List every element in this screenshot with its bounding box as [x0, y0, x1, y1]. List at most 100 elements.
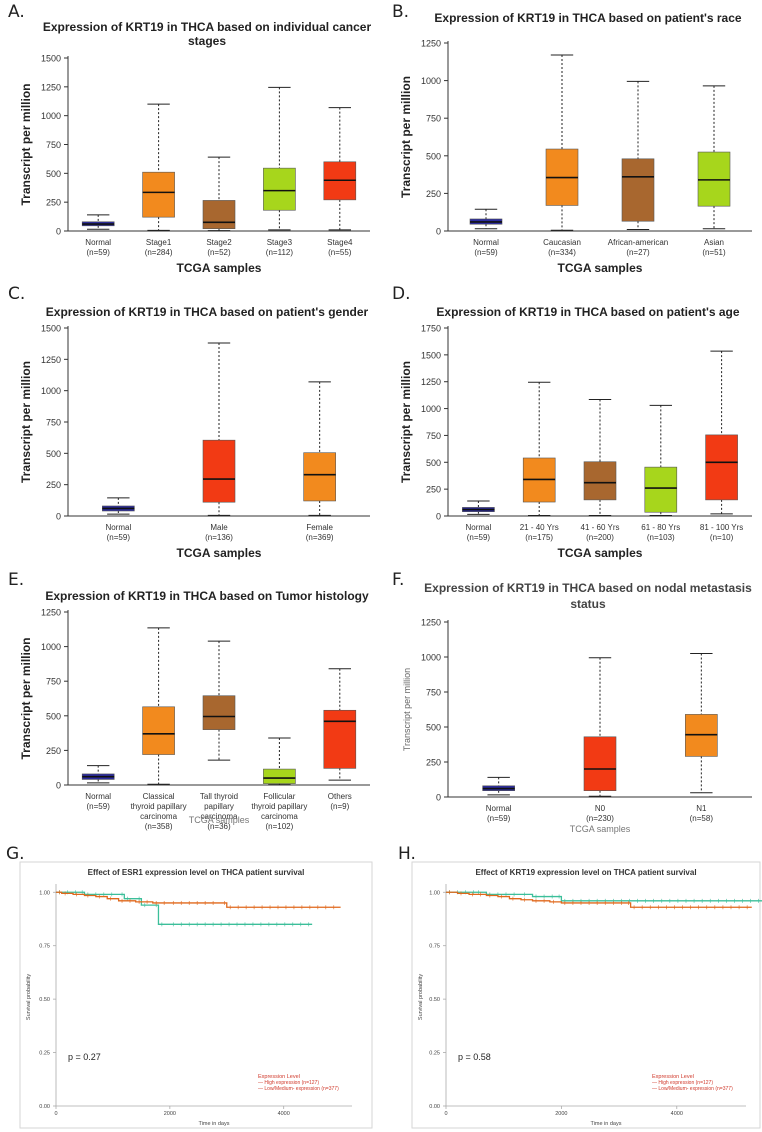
- y-tick-label: 250: [46, 198, 61, 208]
- category-label: Female: [306, 523, 333, 532]
- boxplot-panel-0: Expression of KRT19 in THCA based on ind…: [19, 20, 371, 275]
- y-tick-label: 250: [46, 746, 61, 756]
- category-count: (n=284): [145, 248, 173, 257]
- box-iqr: [705, 434, 738, 501]
- box-normal: Normal(n=59): [102, 497, 135, 542]
- box-iqr: [583, 736, 617, 791]
- category-label: carcinoma: [140, 812, 177, 821]
- km-x-tick-label: 0: [54, 1111, 57, 1117]
- category-label: Caucasian: [543, 238, 581, 247]
- box-asian: Asian(n=51): [697, 85, 731, 257]
- box-male: Male(n=136): [202, 342, 236, 542]
- category-count: (n=334): [548, 248, 576, 257]
- category-label: Normal: [105, 523, 131, 532]
- km-x-tick-label: 0: [444, 1111, 447, 1117]
- chart-title: Expression of KRT19 in THCA based on Tum…: [45, 589, 369, 603]
- y-axis-label: Transcript per million: [399, 361, 413, 483]
- box-iqr: [202, 439, 236, 503]
- category-count: (n=136): [205, 533, 233, 542]
- category-count: (n=369): [306, 533, 334, 542]
- category-label: Tall thyroid: [200, 792, 238, 801]
- category-count: (n=51): [702, 248, 726, 257]
- category-label: African-american: [608, 238, 668, 247]
- category-count: (n=102): [266, 822, 294, 831]
- category-count: (n=230): [586, 814, 614, 823]
- km-x-tick-label: 4000: [278, 1111, 290, 1117]
- km-y-tick-label: 1.00: [39, 890, 50, 896]
- y-tick-label: 750: [426, 688, 441, 698]
- category-count: (n=59): [487, 814, 511, 823]
- y-tick-label: 1000: [41, 111, 61, 121]
- y-tick-label: 1250: [421, 618, 441, 628]
- km-curve-high: [446, 891, 762, 902]
- category-label: 61 - 80 Yrs: [641, 523, 680, 532]
- box-81-100-yrs: 81 - 100 Yrs(n=10): [700, 350, 743, 542]
- boxplot-panel-4: Expression of KRT19 in THCA based on Tum…: [19, 589, 370, 831]
- km-y-tick-label: 0.75: [39, 944, 50, 950]
- y-tick-label: 1000: [421, 404, 441, 414]
- km-y-tick-label: 0.50: [429, 997, 440, 1003]
- panel-label-b: B.: [392, 2, 410, 22]
- km-y-tick-label: 1.00: [429, 890, 440, 896]
- box-n1: N1(n=58): [685, 653, 718, 823]
- y-tick-label: 1250: [421, 377, 441, 387]
- category-label: 21 - 40 Yrs: [520, 523, 559, 532]
- y-axis-label: Transcript per million: [19, 83, 33, 205]
- x-axis-label: TCGA samples: [189, 815, 250, 825]
- km-legend-high: — High expression (n=127): [258, 1080, 319, 1086]
- y-tick-label: 1500: [41, 324, 61, 334]
- y-tick-label: 1750: [421, 324, 441, 334]
- x-axis-label: TCGA samples: [558, 546, 643, 560]
- y-tick-label: 1250: [41, 608, 61, 618]
- x-axis-label: TCGA samples: [570, 824, 631, 834]
- panel-label-c: C.: [8, 284, 26, 304]
- box-stage1: Stage1(n=284): [142, 103, 175, 257]
- y-tick-label: 750: [46, 140, 61, 150]
- chart-title: Expression of KRT19 in THCA based on ind…: [43, 20, 372, 34]
- box-iqr: [263, 768, 296, 784]
- y-tick-label: 250: [426, 758, 441, 768]
- km-x-tick-label: 2000: [555, 1111, 567, 1117]
- km-panel-7: Effect of KRT19 expression level on THCA…: [411, 861, 762, 1129]
- y-tick-label: 500: [426, 723, 441, 733]
- km-y-tick-label: 0.50: [39, 997, 50, 1003]
- km-frame: [411, 861, 761, 1129]
- y-axis-label: Transcript per million: [402, 668, 412, 751]
- category-count: (n=59): [87, 248, 111, 257]
- box-iqr: [142, 171, 175, 218]
- y-tick-label: 750: [46, 418, 61, 428]
- category-label: N0: [595, 804, 606, 813]
- panel-label-e: E.: [8, 570, 25, 590]
- box-n0: N0(n=230): [583, 657, 617, 823]
- category-count: (n=358): [145, 822, 173, 831]
- category-label: thyroid papillary: [251, 802, 307, 811]
- y-tick-label: 1000: [41, 386, 61, 396]
- box-african-american: African-american(n=27): [608, 80, 668, 257]
- category-label: 41 - 60 Yrs: [581, 523, 620, 532]
- y-tick-label: 1000: [41, 642, 61, 652]
- km-frame: [19, 861, 373, 1129]
- box-caucasian: Caucasian(n=334): [543, 54, 581, 257]
- chart-title: Expression of KRT19 in THCA based on pat…: [46, 305, 369, 319]
- category-label: Normal: [473, 238, 499, 247]
- category-label: Stage1: [146, 238, 172, 247]
- y-tick-label: 1250: [421, 39, 441, 49]
- y-tick-label: 0: [436, 793, 441, 803]
- km-y-tick-label: 0.00: [429, 1104, 440, 1110]
- box-stage3: Stage3(n=112): [263, 86, 296, 257]
- category-label: Normal: [85, 792, 111, 801]
- box-stage2: Stage2(n=52): [202, 156, 236, 257]
- category-label: N1: [696, 804, 707, 813]
- category-label: carcinoma: [261, 812, 298, 821]
- x-axis-label: TCGA samples: [558, 261, 643, 275]
- km-censor-marks-low: [449, 890, 748, 910]
- box-normal: Normal(n=59): [469, 208, 503, 257]
- box-others: Others(n=9): [323, 668, 357, 811]
- km-y-tick-label: 0.25: [39, 1051, 50, 1057]
- panel-label-d: D.: [392, 284, 411, 304]
- panel-label-a: A.: [8, 2, 25, 22]
- box-normal: Normal(n=59): [81, 765, 115, 811]
- boxplot-panel-5: Expression of KRT19 in THCA based on nod…: [402, 581, 752, 834]
